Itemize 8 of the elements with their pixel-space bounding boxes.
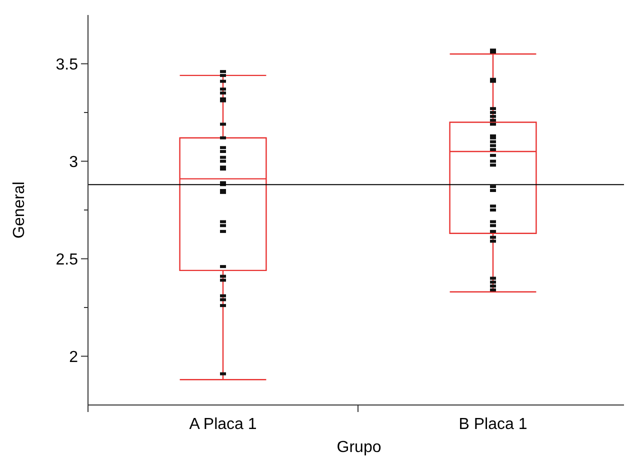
x-tick-label: B Placa 1	[458, 416, 528, 433]
x-axis-title: Grupo	[336, 439, 382, 456]
x-tick-label: A Placa 1	[189, 416, 257, 433]
y-tick-label: 3.5	[56, 56, 78, 74]
y-axis-title: General	[11, 182, 28, 238]
y-tick-label: 2.5	[56, 251, 78, 268]
y-tick-label: 2	[69, 348, 78, 366]
y-tick-label: 3	[69, 154, 78, 171]
